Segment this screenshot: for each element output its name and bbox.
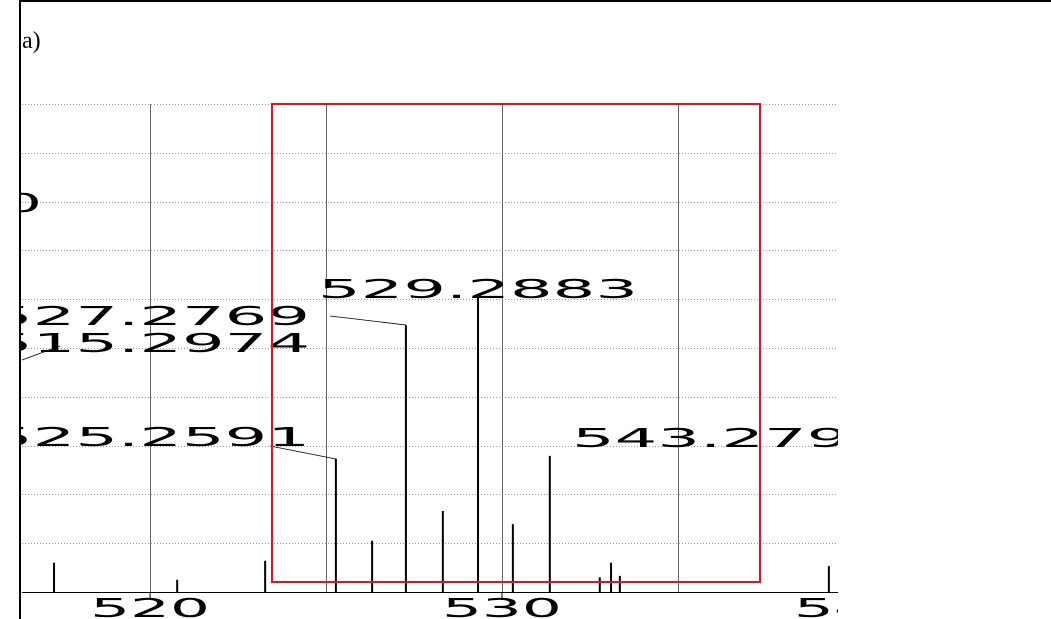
peak-label: 515.2974 [0,329,310,359]
panel-label: a) [22,28,41,54]
peak-label: 527.2769 [0,302,310,332]
x-tick-label: 540 [794,594,914,619]
peak-label: 00 [0,189,42,219]
peak-label: 529.2883 [318,275,638,305]
leader-line [269,445,337,460]
leader-line [329,315,407,326]
peak-label: 543.2795 [572,424,892,454]
leader-line [21,345,61,361]
x-tick-label: 530 [442,594,562,619]
highlight-box [271,103,761,583]
x-tick-label: 520 [90,594,210,619]
peak-label: 525.2591 [0,423,310,453]
